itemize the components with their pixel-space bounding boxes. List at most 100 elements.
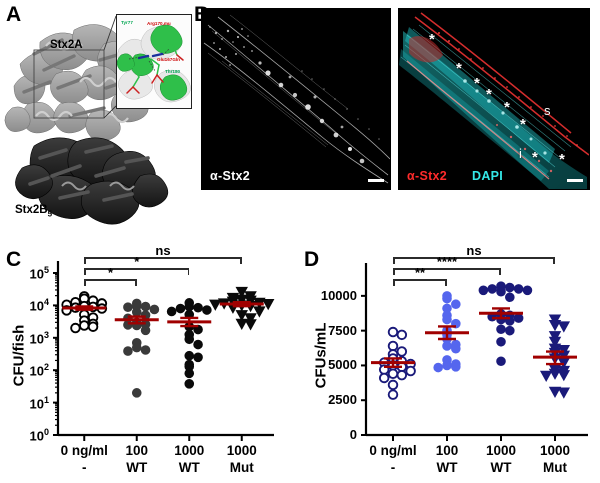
- data-point: [442, 360, 452, 371]
- data-point: [140, 301, 151, 312]
- panel-c-chart: C CFU/fish 100 101 102 103 104 105 0 ng/ml -100…: [0, 235, 300, 483]
- asterisk-marker: *: [520, 116, 526, 133]
- data-point: [184, 368, 195, 379]
- data-point: [202, 305, 212, 315]
- panel-c-letter: C: [6, 248, 22, 271]
- data-point: [387, 368, 399, 380]
- y-axis-tick-label: 0: [349, 427, 357, 442]
- data-point: [442, 293, 452, 304]
- data-point: [166, 306, 177, 317]
- asterisk-marker: *: [486, 86, 492, 103]
- asterisk-marker: *: [429, 31, 435, 48]
- x-axis-tick-label-2: 1000 WT: [485, 443, 517, 475]
- panel-d-plot-area: [361, 263, 588, 441]
- asterisk-marker: *: [474, 75, 480, 92]
- y-axis-tick-label: 104: [29, 297, 49, 314]
- data-point: [140, 310, 151, 320]
- panel-a-active-site-inset: Tyr77 Arg170,mu Glu167Gln Thr180: [116, 14, 192, 109]
- data-point: [442, 341, 452, 351]
- svg-text:Thr180: Thr180: [165, 69, 181, 74]
- asterisk-marker: *: [456, 60, 462, 77]
- data-point: [235, 310, 248, 322]
- data-point: [387, 340, 399, 352]
- data-point: [496, 324, 506, 335]
- x-axis-tick-label-0: 0 ng/ml -: [60, 443, 108, 475]
- data-point: [184, 334, 195, 345]
- label-stx2b5: Stx2B5: [15, 204, 52, 218]
- data-point: [131, 388, 142, 398]
- data-point: [235, 294, 248, 306]
- data-point: [175, 303, 186, 314]
- data-point: [131, 342, 142, 353]
- y-axis-tick-label: 105: [29, 265, 49, 282]
- mean-sem-marker: [114, 315, 159, 325]
- data-point: [396, 369, 408, 381]
- label-stx2a: Stx2A: [50, 39, 83, 51]
- data-point: [548, 386, 562, 399]
- panel-d-chart: D CFUs/mL 0 2500 5000 7500 10000 0 ng/ml -100 W…: [300, 235, 600, 483]
- y-axis-tick-label: 101: [29, 394, 49, 411]
- data-point: [123, 320, 133, 330]
- micrograph-merged-stx2-dapi: * * * * * * * * s i α-Stx2 DAPI: [398, 8, 590, 190]
- data-point: [505, 292, 515, 303]
- asterisk-marker: *: [504, 99, 510, 116]
- mean-sem-marker: [167, 316, 212, 328]
- data-point: [557, 370, 571, 382]
- y-axis-tick-label: 103: [29, 329, 49, 347]
- asterisk-marker: *: [532, 149, 538, 166]
- data-point: [193, 302, 203, 313]
- panel-d-letter: D: [304, 248, 320, 271]
- data-point: [557, 321, 571, 333]
- data-point: [539, 370, 553, 383]
- x-axis-tick-label-2: 1000 WT: [174, 443, 205, 475]
- micrograph-left-label: α-Stx2: [210, 169, 251, 183]
- data-point: [261, 298, 275, 311]
- y-axis-tick-label: 7500: [328, 322, 357, 338]
- data-point: [235, 286, 248, 299]
- mean-sem-marker: [62, 305, 107, 311]
- data-point: [184, 379, 195, 389]
- mean-sem-marker: [219, 301, 264, 308]
- y-axis-tick-label: 10000: [320, 287, 357, 303]
- data-point: [496, 336, 506, 347]
- data-point: [548, 331, 562, 343]
- y-axis-tick-label: 102: [29, 362, 49, 379]
- mean-sem-marker: [425, 325, 469, 341]
- label-stx2b-main: Stx2B: [15, 204, 48, 216]
- data-point: [451, 299, 461, 310]
- micrograph-right-label-stx2: α-Stx2: [407, 169, 448, 183]
- x-axis-tick-label-3: 1000 Mut: [539, 443, 571, 475]
- data-point: [235, 318, 248, 330]
- data-point: [548, 320, 562, 332]
- data-point: [244, 295, 257, 307]
- data-point: [548, 314, 562, 326]
- scale-bar-right: [567, 179, 583, 182]
- data-point: [131, 307, 142, 317]
- data-point: [193, 339, 203, 350]
- data-point: [193, 352, 203, 363]
- x-axis-tick-label-1: 100 WT: [125, 443, 149, 475]
- label-stx2b-sub: 5: [47, 209, 53, 219]
- data-point: [70, 322, 81, 334]
- panel-a-protein-structure: A: [0, 0, 192, 228]
- significance-label: ns: [466, 243, 482, 258]
- asterisk-marker: *: [559, 151, 565, 168]
- data-point: [140, 325, 151, 336]
- mean-sem-marker: [533, 350, 577, 366]
- data-point: [505, 325, 515, 336]
- significance-label: *: [134, 254, 140, 269]
- data-point: [548, 368, 562, 380]
- data-point: [123, 302, 133, 312]
- x-axis-tick-label-0: 0 ng/ml -: [369, 443, 417, 475]
- data-point: [513, 313, 524, 323]
- panel-a-letter: A: [6, 3, 22, 26]
- data-point: [387, 389, 399, 400]
- significance-label: ns: [155, 243, 171, 258]
- micrograph-right-label-dapi: DAPI: [472, 169, 504, 183]
- data-point: [451, 343, 461, 354]
- data-point: [209, 299, 222, 311]
- data-point: [396, 346, 408, 357]
- data-point: [405, 365, 416, 377]
- data-point: [442, 314, 452, 325]
